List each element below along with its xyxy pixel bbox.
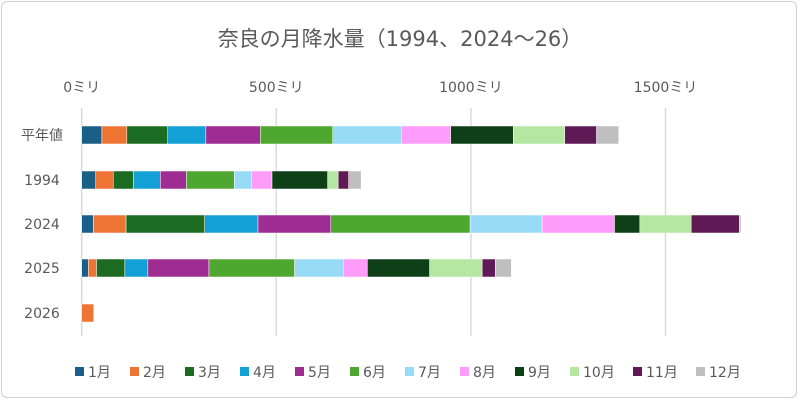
bar-segment <box>367 258 430 278</box>
bar-segment <box>205 125 261 145</box>
legend-label: 6月 <box>363 365 386 381</box>
bar-segment <box>81 258 89 278</box>
bar-segment <box>251 170 273 190</box>
legend-swatch <box>350 367 359 376</box>
legend-label: 9月 <box>528 365 551 381</box>
bar-segment <box>330 214 471 234</box>
legend-swatch <box>295 367 304 376</box>
bar-segment <box>596 125 620 145</box>
legend-label: 3月 <box>198 365 221 381</box>
bar-segment <box>133 170 161 190</box>
bar-segment <box>147 258 210 278</box>
legend-swatch <box>185 367 194 376</box>
bar-segment <box>271 170 328 190</box>
bar-segment <box>348 170 362 190</box>
legend-label: 8月 <box>473 365 496 381</box>
bar-segment <box>481 258 496 278</box>
legend-swatch <box>633 367 642 376</box>
legend-swatch <box>75 367 84 376</box>
category-label: 2024 <box>24 217 60 233</box>
bar-segment <box>513 125 565 145</box>
bar-segment <box>690 214 740 234</box>
bar-segment <box>495 258 512 278</box>
bar-segment <box>639 214 692 234</box>
legend-swatch <box>570 367 579 376</box>
bar-segment <box>541 214 615 234</box>
legend-label: 12月 <box>709 365 741 381</box>
bar-segment <box>96 258 126 278</box>
legend-swatch <box>405 367 414 376</box>
bar-segment <box>125 214 205 234</box>
bar-segment <box>332 125 402 145</box>
legend-label: 1月 <box>88 365 111 381</box>
bar-segment <box>81 170 96 190</box>
bar-segment <box>204 214 259 234</box>
bar-segment <box>469 214 543 234</box>
legend-swatch <box>515 367 524 376</box>
bar-segment <box>124 258 149 278</box>
bar-segment <box>294 258 344 278</box>
bar-segment <box>95 170 114 190</box>
bar-segment <box>93 214 127 234</box>
legend-label: 7月 <box>418 365 441 381</box>
legend-swatch <box>240 367 249 376</box>
bar-segment <box>429 258 483 278</box>
x-tick-label: 500ミリ <box>249 80 304 96</box>
bar-segment <box>160 170 187 190</box>
category-label: 2025 <box>24 261 60 277</box>
bar-segment <box>88 258 97 278</box>
category-label: 1994 <box>24 173 60 189</box>
bar-segment <box>327 170 339 190</box>
bar-segment <box>81 214 94 234</box>
bar-segment <box>614 214 641 234</box>
bar-segment <box>564 125 597 145</box>
bar-segment <box>81 125 103 145</box>
bar-segment <box>337 170 349 190</box>
bar-segment <box>739 214 742 234</box>
bar-segment <box>81 303 95 323</box>
bar-segment <box>208 258 295 278</box>
bar-segment <box>112 170 134 190</box>
bar-segment <box>257 214 332 234</box>
x-tick-label: 0ミリ <box>63 80 100 96</box>
legend-label: 5月 <box>308 365 331 381</box>
legend-swatch <box>460 367 469 376</box>
bar-segment <box>101 125 128 145</box>
legend-swatch <box>696 367 705 376</box>
legend-label: 2月 <box>143 365 166 381</box>
bar-segment <box>186 170 235 190</box>
bar-segment <box>400 125 451 145</box>
bar-segment <box>234 170 252 190</box>
x-tick-label: 1500ミリ <box>634 80 698 96</box>
legend-label: 10月 <box>583 365 615 381</box>
category-label: 2026 <box>24 306 60 322</box>
bar-segment <box>342 258 368 278</box>
category-label: 平年値 <box>21 128 63 144</box>
legend-label: 11月 <box>646 365 678 381</box>
chart-title: 奈良の月降水量（1994、2024～26） <box>218 27 583 51</box>
bar-segment <box>167 125 207 145</box>
legend-label: 4月 <box>253 365 276 381</box>
legend-swatch <box>130 367 139 376</box>
bar-segment <box>450 125 514 145</box>
bar-segment <box>126 125 168 145</box>
x-tick-label: 1000ミリ <box>439 80 503 96</box>
bar-segment <box>260 125 333 145</box>
